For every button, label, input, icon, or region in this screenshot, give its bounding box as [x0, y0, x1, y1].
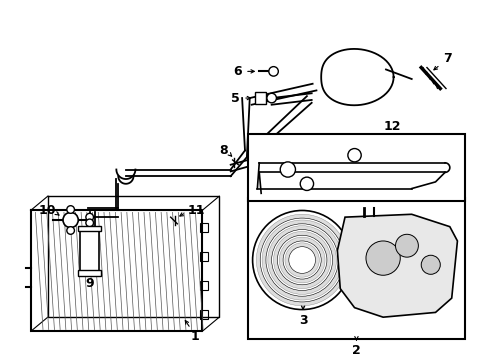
- Circle shape: [265, 224, 338, 296]
- Text: 13: 13: [253, 162, 268, 172]
- Circle shape: [63, 212, 78, 228]
- Bar: [78, 226, 101, 231]
- Circle shape: [288, 247, 315, 273]
- Text: 7: 7: [443, 51, 451, 64]
- Text: 5: 5: [231, 91, 240, 104]
- Circle shape: [277, 235, 326, 285]
- Polygon shape: [337, 214, 456, 317]
- Circle shape: [86, 219, 93, 227]
- Circle shape: [252, 211, 351, 310]
- Circle shape: [300, 177, 313, 190]
- Circle shape: [67, 206, 74, 213]
- Circle shape: [273, 231, 330, 289]
- Circle shape: [260, 218, 344, 302]
- Circle shape: [266, 93, 276, 103]
- Circle shape: [268, 67, 278, 76]
- Bar: [254, 92, 265, 104]
- Circle shape: [365, 241, 400, 275]
- Text: 2: 2: [351, 344, 360, 357]
- Circle shape: [86, 213, 93, 221]
- Text: 12: 12: [383, 120, 401, 133]
- Text: 14: 14: [272, 181, 287, 191]
- Bar: [200, 252, 207, 261]
- Circle shape: [395, 234, 418, 257]
- Bar: [247, 198, 464, 339]
- Circle shape: [271, 230, 332, 291]
- Circle shape: [256, 214, 347, 306]
- Circle shape: [280, 162, 295, 177]
- Text: 1: 1: [191, 330, 200, 343]
- Text: 15: 15: [320, 148, 335, 158]
- Circle shape: [260, 218, 344, 302]
- Bar: [247, 134, 464, 201]
- Circle shape: [283, 241, 321, 279]
- Circle shape: [265, 224, 338, 296]
- Bar: [200, 281, 207, 290]
- Circle shape: [298, 256, 305, 264]
- Text: 3: 3: [298, 315, 307, 328]
- Circle shape: [279, 237, 325, 283]
- Circle shape: [420, 255, 439, 274]
- Circle shape: [262, 220, 342, 300]
- Text: 10: 10: [39, 204, 57, 217]
- Text: 6: 6: [233, 65, 242, 78]
- Text: 4: 4: [337, 172, 346, 185]
- Bar: [200, 310, 207, 319]
- Text: 8: 8: [218, 144, 227, 157]
- Circle shape: [277, 235, 326, 285]
- Text: 9: 9: [85, 277, 94, 290]
- Circle shape: [294, 252, 309, 267]
- Circle shape: [67, 227, 74, 234]
- Circle shape: [285, 243, 319, 277]
- Circle shape: [347, 149, 361, 162]
- Bar: [200, 223, 207, 233]
- Bar: [80, 230, 99, 273]
- Text: 11: 11: [187, 204, 205, 217]
- Circle shape: [271, 230, 332, 291]
- Circle shape: [267, 226, 336, 294]
- Circle shape: [288, 247, 315, 273]
- Circle shape: [283, 241, 321, 279]
- Bar: [78, 270, 101, 276]
